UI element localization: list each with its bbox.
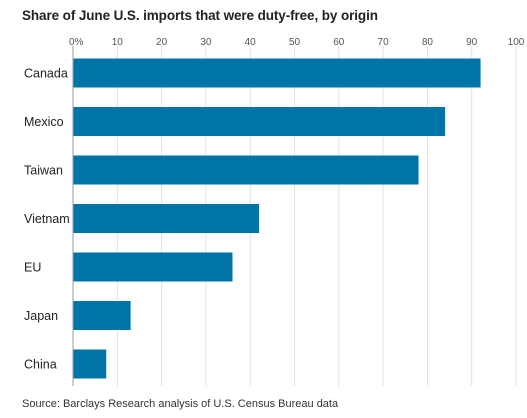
category-label: China [24, 358, 57, 372]
x-axis-ticks: 0% 10 20 30 40 50 60 70 80 90 100 [69, 37, 525, 48]
bar-canada [73, 58, 481, 88]
x-tick-label: 10 [112, 37, 124, 48]
bar-japan [73, 301, 131, 330]
bar-china [73, 349, 107, 379]
bar-taiwan [73, 155, 419, 185]
category-label: Canada [24, 67, 68, 81]
x-tick-label: 70 [378, 37, 390, 48]
x-tick-label: 50 [289, 37, 301, 48]
x-tick-label: 100 [508, 37, 525, 48]
bar-vietnam [73, 204, 260, 233]
chart-title: Share of June U.S. imports that were dut… [22, 8, 378, 23]
bar-mexico [73, 107, 446, 136]
x-tick-label: 80 [422, 37, 434, 48]
x-tick-label: 90 [466, 37, 478, 48]
category-label: Mexico [24, 115, 64, 129]
x-tick-label: 0% [69, 37, 84, 48]
x-tick-label: 60 [333, 37, 345, 48]
x-tick-label: 40 [245, 37, 257, 48]
bar-eu [73, 252, 233, 282]
category-label: EU [24, 261, 41, 275]
category-labels: Canada Mexico Taiwan Vietnam EU Japan China [24, 67, 70, 372]
bars [73, 58, 481, 379]
category-label: Vietnam [24, 212, 70, 226]
x-tick-label: 30 [200, 37, 212, 48]
category-label: Taiwan [24, 164, 63, 178]
chart-source: Source: Barclays Research analysis of U.… [22, 398, 339, 410]
category-label: Japan [24, 309, 58, 323]
x-tick-label: 20 [156, 37, 168, 48]
